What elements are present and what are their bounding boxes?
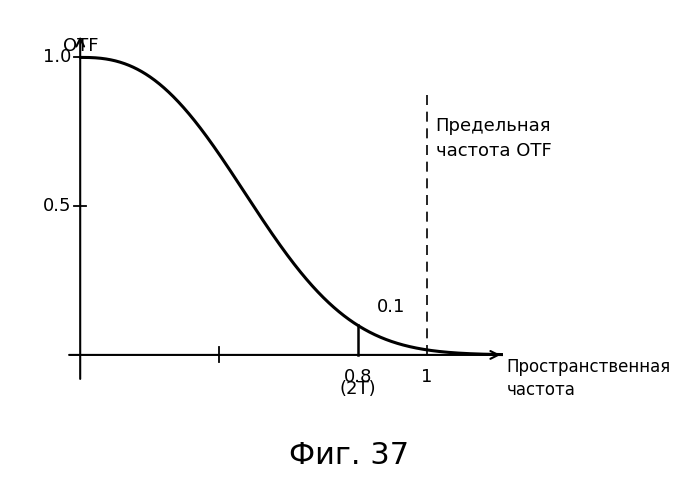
Text: 1: 1 [421,368,433,386]
Text: Фиг. 37: Фиг. 37 [289,442,410,470]
Text: 0.5: 0.5 [43,197,71,215]
Text: (2Т): (2Т) [339,380,376,398]
Text: 0.8: 0.8 [343,368,372,386]
Text: 0.1: 0.1 [377,298,405,316]
Text: Предельная
частота ОТF: Предельная частота ОТF [435,117,552,160]
Text: Пространственная
частота: Пространственная частота [507,358,671,399]
Text: 1.0: 1.0 [43,48,71,66]
Text: OTF: OTF [63,36,99,55]
